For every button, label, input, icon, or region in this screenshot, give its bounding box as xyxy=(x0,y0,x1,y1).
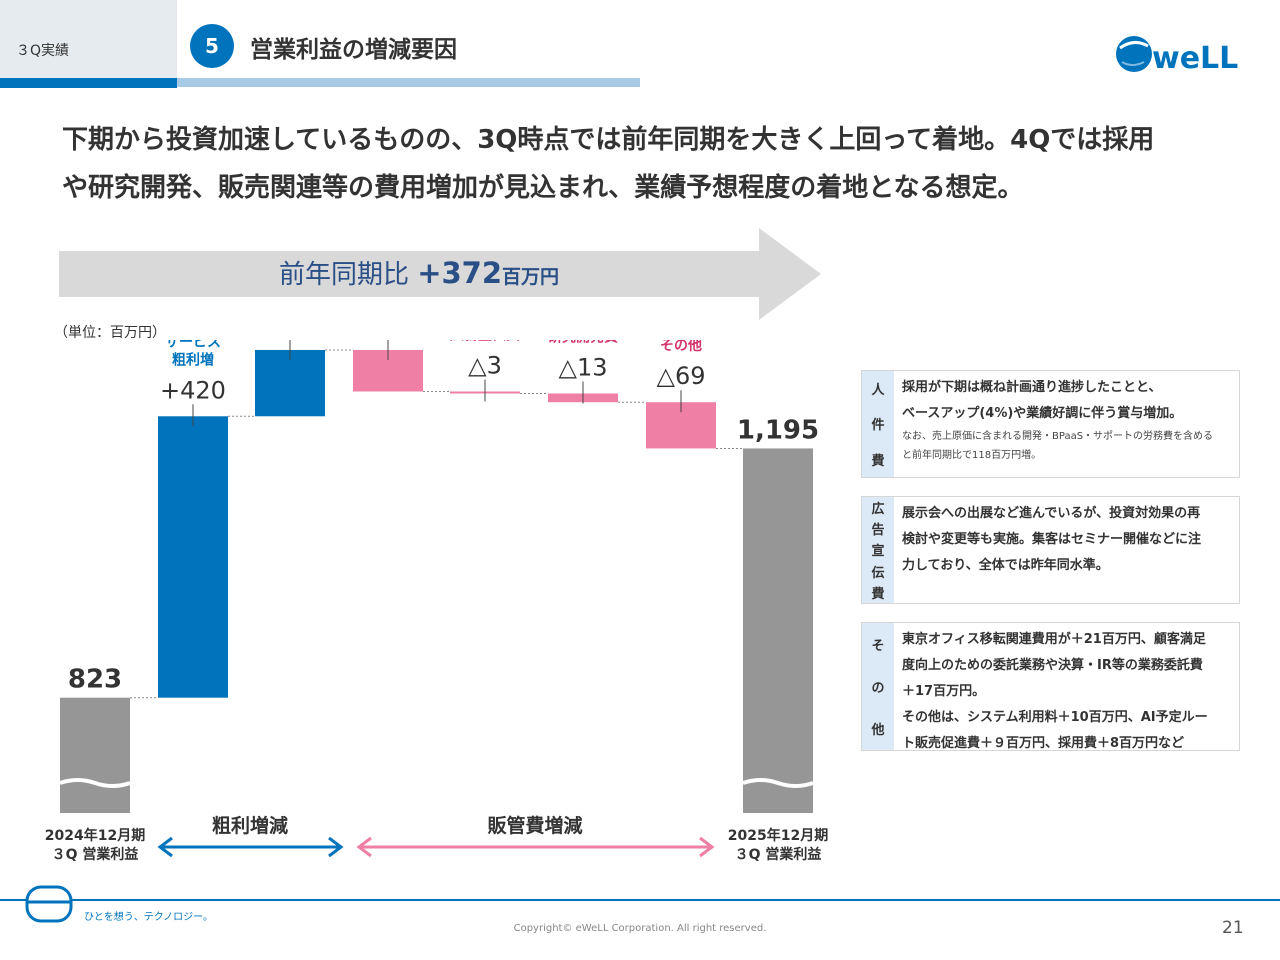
logo-wordmark: weLL xyxy=(1152,41,1238,76)
waterfall-bar xyxy=(60,697,130,813)
note-side-char: 件 xyxy=(871,418,885,434)
note-side-char: 費 xyxy=(871,453,885,469)
sga-arrow-head xyxy=(699,836,715,858)
note-line: 力しており、全体では昨年同水準。 xyxy=(902,558,1109,573)
gross-profit-arrow-head xyxy=(328,836,344,858)
headline: 下期から投資加速しているものの、3Q時点では前年同期を大きく上回って着地。4Qで… xyxy=(62,116,1262,212)
category-label: ３Q 営業利益 xyxy=(735,846,822,863)
yoy-unit: 百万円 xyxy=(502,266,560,288)
headline-line-2: や研究開発、販売関連等の費用増加が見込まれ、業績予想程度の着地となる想定。 xyxy=(62,173,1024,203)
header-light-bar xyxy=(177,78,640,87)
axis-break-mark xyxy=(59,778,131,788)
note-side-char: の xyxy=(871,680,885,696)
note-personnel-body: 採用が下期は概ね計画通り進捗したことと、 ベースアップ(4%)や業績好調に伴う賞… xyxy=(902,375,1233,465)
note-side-char: そ xyxy=(871,638,885,654)
yoy-arrow xyxy=(59,228,821,320)
category-label: ３Q 営業利益 xyxy=(52,846,139,863)
data-label: △13 xyxy=(559,354,608,382)
note-line: ト販売促進費＋９百万円、採用費＋8百万円など xyxy=(902,736,1185,751)
note-advertising-body: 展示会への出展など進んでいるが、投資対効果の再 検討や変更等も実施。集客はセミナ… xyxy=(902,501,1233,579)
data-label: +420 xyxy=(160,376,226,404)
data-label: 1,195 xyxy=(737,415,819,445)
note-line: 検討や変更等も実施。集客はセミナー開催などに注 xyxy=(902,532,1202,547)
yoy-prefix: 前年同期比 xyxy=(278,260,418,290)
axis-break-mark xyxy=(742,778,814,788)
note-small-line: と前年同期比で118百万円増。 xyxy=(902,450,1042,461)
yoy-value: +372 xyxy=(417,256,503,290)
category-label: その他 xyxy=(660,340,702,354)
group-label: 粗利増減 xyxy=(212,814,288,837)
data-label: △3 xyxy=(468,352,502,380)
page-title: 営業利益の増減要因 xyxy=(250,37,457,63)
note-other-body: 東京オフィス移転関連費用が＋21百万円、顧客満足 度向上のための委託業務や決算・… xyxy=(902,627,1233,757)
group-label: 販管費増減 xyxy=(487,814,582,837)
note-side-char: 費 xyxy=(871,586,885,602)
note-side-char: 告 xyxy=(871,523,885,539)
note-small-line: なお、売上原価に含まれる開発・BPaaS・サポートの労務費を含める xyxy=(902,431,1214,442)
note-other-side: そ の 他 xyxy=(862,623,894,750)
note-advertising-side: 広 告 宣 伝 費 xyxy=(862,497,894,603)
copyright: Copyright© eWeLL Corporation. All right … xyxy=(513,923,767,934)
headline-line-1: 下期から投資加速しているものの、3Q時点では前年同期を大きく上回って着地。4Qで… xyxy=(62,125,1155,155)
category-label: 粗利増 xyxy=(172,351,214,368)
note-line: その他は、システム利用料＋10百万円、AI予定ルー xyxy=(902,710,1208,725)
footer-e-logo-icon xyxy=(25,885,73,923)
footer-tagline: ひとを想う、テクノロジー。 xyxy=(84,912,213,923)
waterfall-bar xyxy=(158,416,228,698)
gross-profit-arrow-head xyxy=(157,836,173,858)
note-line: 展示会への出展など進んでいるが、投資対効果の再 xyxy=(902,506,1201,521)
category-label: サービス xyxy=(165,340,221,350)
data-label: 823 xyxy=(68,665,122,695)
page-number: 21 xyxy=(1222,918,1244,938)
waterfall-bar xyxy=(743,448,813,813)
note-side-char: 他 xyxy=(871,723,885,739)
note-side-char: 広 xyxy=(871,502,885,518)
data-label: △69 xyxy=(657,362,706,390)
note-line: ＋17百万円。 xyxy=(902,684,986,699)
note-advertising: 広 告 宣 伝 費 展示会への出展など進んでいるが、投資対効果の再 検討や変更等… xyxy=(861,496,1240,604)
section-number-badge: 5 xyxy=(190,24,234,68)
note-side-char: 人 xyxy=(871,383,885,399)
ewell-logo: weLL xyxy=(1116,36,1238,76)
waterfall-bar xyxy=(255,349,325,417)
yoy-arrow-label: 前年同期比 +372百万円 xyxy=(59,254,779,291)
note-line: 東京オフィス移転関連費用が＋21百万円、顧客満足 xyxy=(902,632,1206,647)
header-accent-bar xyxy=(0,78,177,88)
note-other: そ の 他 東京オフィス移転関連費用が＋21百万円、顧客満足 度向上のための委託… xyxy=(861,622,1240,751)
category-label: 2024年12月期 xyxy=(45,827,145,844)
header-section-panel xyxy=(0,0,177,88)
note-line: 度向上のための委託業務や決算・IR等の業務委託費 xyxy=(902,658,1203,673)
note-line: 採用が下期は概ね計画通り進捗したことと、 xyxy=(902,380,1162,395)
section-label: ３Q実績 xyxy=(16,43,70,59)
category-label: 2025年12月期 xyxy=(728,827,828,844)
sga-arrow-head xyxy=(356,836,372,858)
note-line: ベースアップ(4%)や業績好調に伴う賞与増加。 xyxy=(902,406,1183,421)
note-personnel-side: 人 件 費 xyxy=(862,371,894,477)
note-side-char: 宣 xyxy=(871,544,885,560)
footer-line xyxy=(0,899,1280,901)
note-personnel: 人 件 費 採用が下期は概ね計画通り進捗したことと、 ベースアップ(4%)や業績… xyxy=(861,370,1240,478)
note-side-char: 伝 xyxy=(871,565,885,581)
category-label: 研究開発費 xyxy=(548,340,618,346)
unit-label: （単位：百万円） xyxy=(54,325,166,341)
